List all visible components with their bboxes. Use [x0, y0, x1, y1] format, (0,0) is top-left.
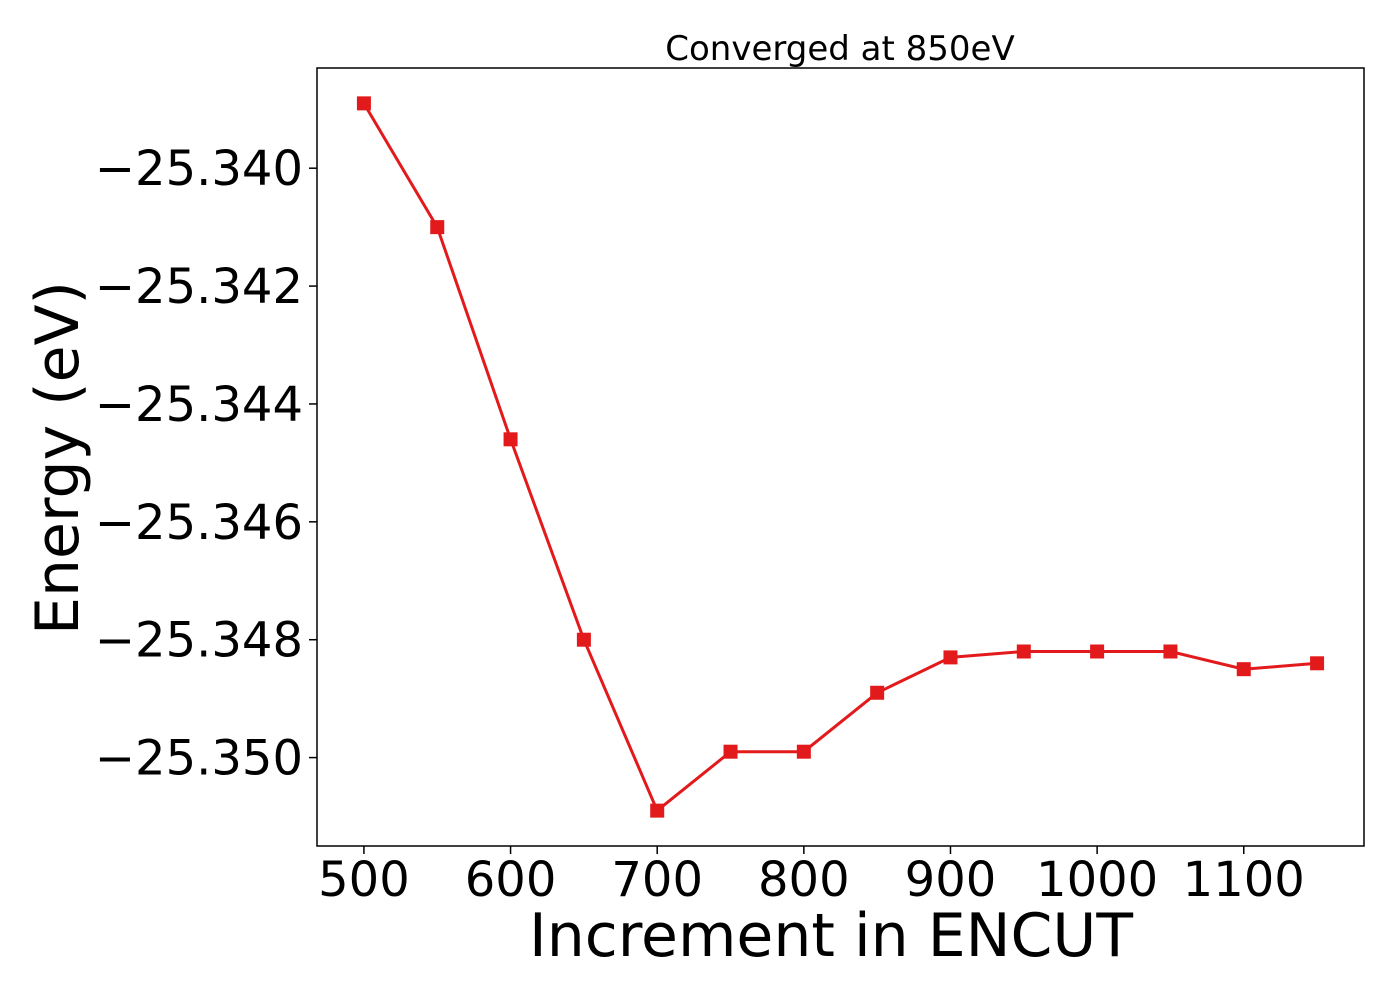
data-point-marker: [576, 632, 591, 647]
data-point-marker: [796, 744, 811, 759]
x-tick-label: 1100: [1183, 852, 1305, 908]
y-tick-label: −25.342: [95, 259, 303, 315]
x-tick-label: 600: [465, 852, 557, 908]
chart-title: Converged at 850eV: [665, 29, 1014, 69]
data-point-marker: [1310, 656, 1325, 671]
y-axis: −25.340 −25.342 −25.344 −25.346 −25.348 −25.3…: [95, 141, 317, 787]
y-tick-label: −25.348: [95, 613, 303, 669]
series-markers: [356, 96, 1325, 818]
y-tick-label: −25.350: [95, 731, 303, 787]
plot-area-frame: [316, 67, 1365, 847]
y-tick-label: −25.340: [95, 141, 303, 197]
data-point-marker: [430, 220, 445, 235]
series-line: [362, 102, 1318, 814]
data-point-marker: [1016, 644, 1031, 659]
data-point-marker: [723, 744, 738, 759]
data-point-marker: [1090, 644, 1105, 659]
x-tick-label: 900: [905, 852, 997, 908]
data-point-marker: [1236, 662, 1251, 677]
x-axis: 500 600 700 800 900 1000 1100: [318, 846, 1305, 908]
data-point-marker: [1163, 644, 1178, 659]
data-point-marker: [650, 803, 665, 818]
data-point-marker: [356, 96, 371, 111]
x-tick-label: 1000: [1036, 852, 1158, 908]
x-tick-label: 700: [611, 852, 703, 908]
data-point-marker: [870, 685, 885, 700]
x-tick-label: 500: [318, 852, 410, 908]
y-tick-label: −25.344: [95, 377, 303, 433]
data-point-marker: [503, 432, 518, 447]
data-point-marker: [943, 650, 958, 665]
y-axis-title: Energy (eV): [23, 281, 93, 635]
x-tick-label: 800: [758, 852, 850, 908]
y-tick-label: −25.346: [95, 495, 303, 551]
x-axis-title: Increment in ENCUT: [529, 901, 1133, 971]
